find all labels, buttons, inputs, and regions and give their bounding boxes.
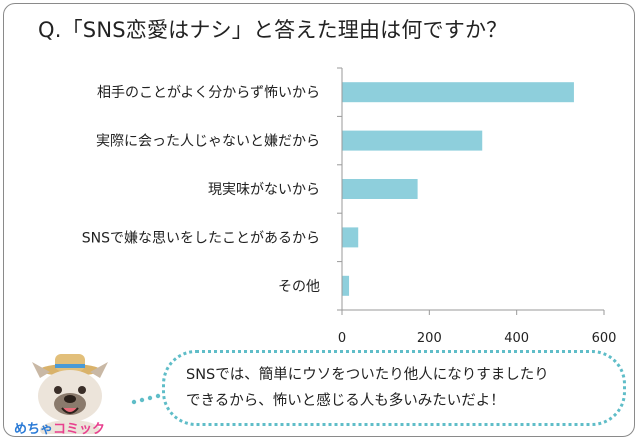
speech-bubble <box>162 350 626 426</box>
chart-title: Q.「SNS恋愛はナシ」と答えた理由は何ですか？ <box>38 18 508 42</box>
x-tick-label: 0 <box>338 331 346 346</box>
category-label: 実際に会った人じゃないと嫌だから <box>96 134 320 150</box>
bar <box>342 82 574 103</box>
x-tick-label: 400 <box>504 331 529 346</box>
category-label: 現実味がないから <box>208 182 320 198</box>
speech-bubble-line-1: SNSでは、簡単にウソをついたり他人になりすましたり <box>186 367 549 383</box>
bar <box>342 179 418 199</box>
bar <box>342 227 359 248</box>
bar <box>342 275 350 296</box>
speech-bubble-line-2: できるから、怖いと感じる人も多いみたいだよ！ <box>186 393 505 409</box>
dog-mascot-icon <box>32 354 108 434</box>
category-label: その他 <box>278 279 320 295</box>
x-tick-label: 600 <box>592 331 617 346</box>
bar <box>342 130 483 151</box>
category-label: 相手のことがよく分からず怖いから <box>97 84 320 101</box>
category-label: SNSで嫌な思いをしたことがあるから <box>82 230 320 246</box>
brand-logo-part2: コミック <box>53 422 106 437</box>
speech-bubble-tail <box>131 393 161 405</box>
speech-bubble-text: SNSでは、簡単にウソをついたり他人になりすましたり できるから、怖いと感じる人… <box>186 362 616 414</box>
brand-logo-part1: めちゃ <box>14 422 54 437</box>
x-tick-label: 200 <box>417 331 442 346</box>
brand-logo: めちゃコミック <box>14 418 105 437</box>
